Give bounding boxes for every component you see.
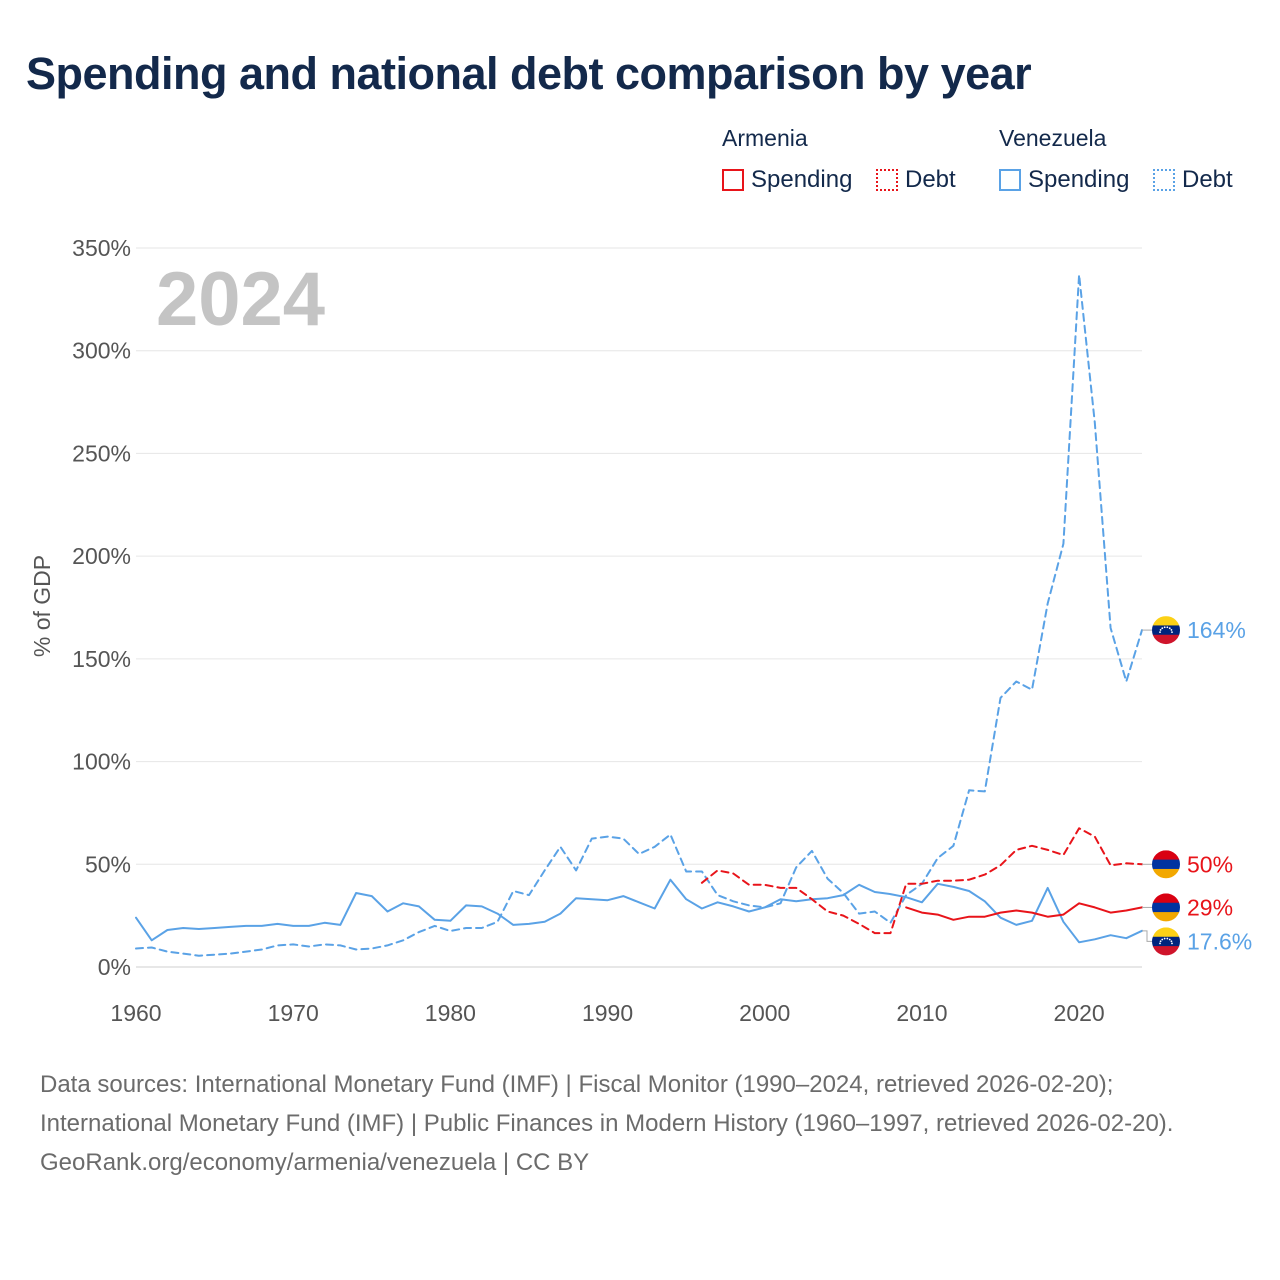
legend-armenia-title: Armenia <box>722 125 808 151</box>
y-tick-label: 300% <box>72 338 131 364</box>
series-line-armenia-spending[interactable] <box>905 902 1143 921</box>
end-label-connector <box>1142 930 1152 942</box>
x-tick-label: 2000 <box>739 1000 790 1026</box>
end-label-venezuela-debt: 164% <box>1187 617 1246 643</box>
legend-swatch-solid-icon <box>999 169 1021 191</box>
legend-swatch-solid-icon <box>722 169 744 191</box>
credit-link[interactable]: GeoRank.org/economy/armenia/venezuela | … <box>40 1149 590 1176</box>
y-tick-label: 100% <box>72 749 131 775</box>
y-tick-label: 150% <box>72 646 131 672</box>
y-axis-label: % of GDP <box>29 555 55 657</box>
legend-venezuela-spending[interactable]: Spending <box>999 166 1129 194</box>
axes: 0% 50% 100% 150% 200% 250% 300% 350% 1960 1970 198… <box>72 235 1105 1026</box>
x-tick-label: 1980 <box>425 1000 476 1026</box>
x-tick-label: 2020 <box>1054 1000 1105 1026</box>
year-watermark: 2024 <box>156 257 325 342</box>
y-tick-label: 0% <box>98 954 131 980</box>
end-label-armenia-spending: 29% <box>1187 894 1233 920</box>
x-tick-label: 2010 <box>896 1000 947 1026</box>
venezuela-flag-icon <box>1152 616 1180 645</box>
x-tick-label: 1970 <box>268 1000 319 1026</box>
legend-label: Spending <box>751 166 853 193</box>
series-line-armenia-debt[interactable] <box>700 827 1143 935</box>
series-line-venezuela-debt[interactable] <box>135 273 1143 957</box>
end-labels: 164% 50% 29% 17.6% <box>1142 616 1252 956</box>
legend-armenia-debt[interactable]: Debt <box>876 166 956 194</box>
armenia-flag-icon <box>1152 893 1180 922</box>
legend-label: Debt <box>1182 166 1233 193</box>
y-tick-label: 50% <box>85 851 131 877</box>
series-line-venezuela-spending[interactable] <box>135 878 1143 944</box>
gridlines <box>136 247 1142 968</box>
y-tick-label: 200% <box>72 543 131 569</box>
legend-swatch-dotted-icon <box>876 169 898 191</box>
legend-armenia-spending[interactable]: Spending <box>722 166 852 194</box>
venezuela-flag-icon <box>1152 927 1180 956</box>
x-tick-label: 1960 <box>110 1000 161 1026</box>
end-label-armenia-debt: 50% <box>1187 851 1233 877</box>
end-label-venezuela-spending: 17.6% <box>1187 928 1252 954</box>
y-tick-label: 250% <box>72 440 131 466</box>
y-tick-label: 350% <box>72 235 131 261</box>
series-lines <box>135 273 1143 957</box>
x-tick-label: 1990 <box>582 1000 633 1026</box>
chart-title: Spending and national debt comparison by… <box>26 48 1032 99</box>
legend-swatch-dotted-icon <box>1153 169 1175 191</box>
legend-label: Debt <box>905 166 956 193</box>
data-sources: Data sources: International Monetary Fun… <box>40 1071 1174 1137</box>
legend-label: Spending <box>1028 166 1130 193</box>
footer: Data sources: International Monetary Fun… <box>40 1065 1250 1182</box>
legend-venezuela-debt[interactable]: Debt <box>1153 166 1233 194</box>
armenia-flag-icon <box>1152 850 1180 879</box>
line-chart: 0% 50% 100% 150% 200% 250% 300% 350% 1960 1970 198… <box>29 235 1252 1026</box>
legend-venezuela-title: Venezuela <box>999 125 1107 151</box>
